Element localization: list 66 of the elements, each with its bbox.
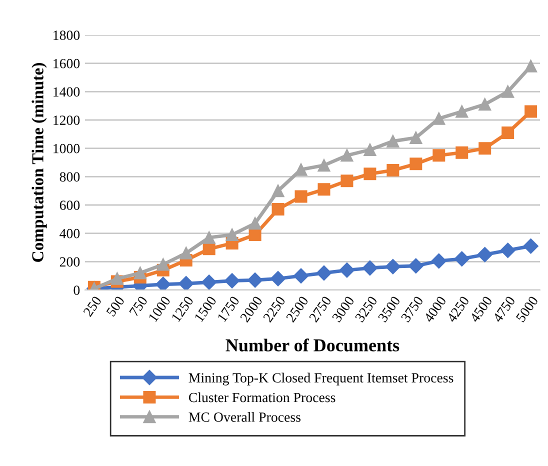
point (432, 112, 446, 125)
point (202, 231, 216, 244)
point (248, 217, 262, 230)
point (524, 60, 538, 72)
point (318, 159, 330, 172)
point (502, 126, 514, 139)
point (431, 253, 446, 269)
point (340, 174, 354, 188)
point (316, 265, 332, 281)
x-tick-label: 500 (106, 296, 125, 317)
legend-label: MC Overall Process (188, 412, 300, 422)
point (318, 183, 330, 196)
point (502, 85, 514, 98)
x-tick-label: 250 (82, 296, 102, 318)
point (500, 242, 516, 258)
point (340, 149, 354, 162)
point (477, 247, 492, 262)
point (456, 146, 468, 159)
legend-label: Mining Top-K Closed Frequent Itemset Process (188, 372, 454, 386)
y-tick-label: 0 (74, 286, 80, 295)
point (408, 258, 424, 274)
point (410, 131, 422, 144)
y-tick-label: 1600 (54, 58, 80, 68)
point (156, 258, 170, 271)
point (110, 272, 124, 285)
point (248, 228, 262, 241)
point (247, 272, 263, 288)
y-tick-label: 600 (60, 200, 80, 210)
point (272, 203, 284, 216)
point (478, 142, 492, 155)
point (456, 105, 468, 118)
point (178, 276, 194, 290)
y-tick-label: 1400 (54, 87, 80, 97)
point (386, 164, 400, 177)
point (364, 144, 376, 156)
y-tick-label: 1800 (54, 30, 80, 40)
y-tick-label: 1200 (54, 116, 80, 125)
x-axis-title: Number of Documents (226, 338, 400, 352)
point (134, 266, 146, 280)
y-tick-label: 400 (60, 228, 80, 238)
point (454, 251, 470, 266)
legend-label: Cluster Formation Process (188, 392, 336, 402)
y-tick-label: 800 (60, 172, 80, 182)
point (270, 271, 286, 286)
point (362, 260, 378, 276)
y-tick-label: 200 (60, 257, 80, 267)
y-tick-label: 1000 (54, 144, 80, 154)
point (364, 168, 376, 180)
point (339, 262, 355, 278)
point (524, 105, 538, 118)
point (202, 274, 217, 290)
point (180, 246, 192, 260)
point (385, 259, 400, 274)
point (410, 158, 422, 170)
point (156, 276, 171, 290)
point (523, 238, 538, 254)
point (478, 98, 492, 111)
point (294, 190, 308, 203)
point (224, 273, 240, 288)
point (226, 228, 238, 241)
point (272, 184, 284, 198)
point (432, 149, 446, 162)
point (386, 135, 400, 148)
y-axis-title: Computation Time (minute) (32, 63, 47, 262)
x-tick-label: 750 (129, 296, 148, 317)
point (293, 268, 309, 284)
